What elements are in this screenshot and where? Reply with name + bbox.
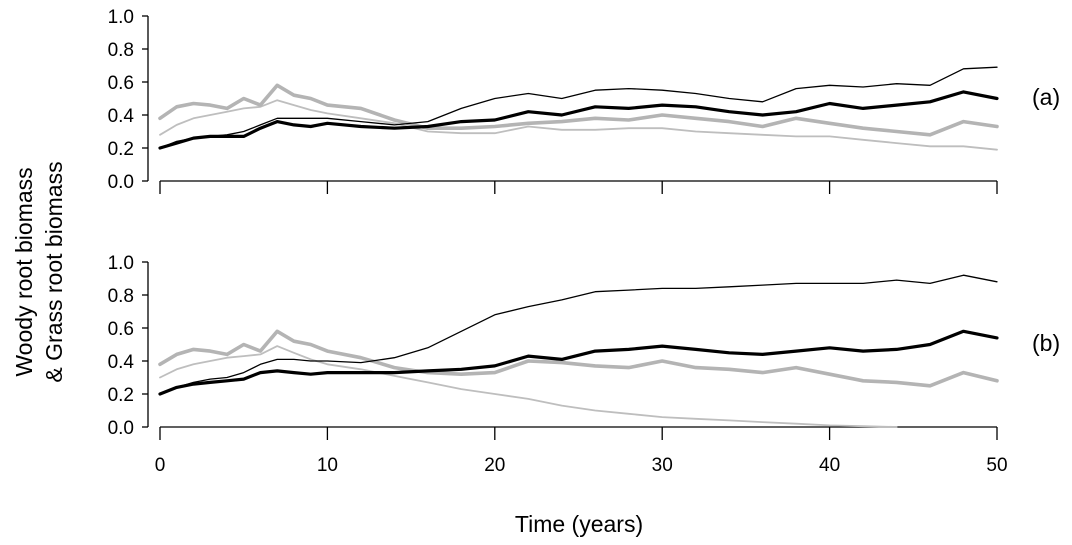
panel-b-series-thin-gray (159, 345, 898, 428)
panel-a-series-thick-gray (158, 83, 999, 137)
x-tick-labels: 0 10 20 30 40 50 (155, 455, 1008, 476)
panel-a-series-thin-gray (159, 99, 998, 151)
panel-b-y-tick-label: 0.4 (108, 352, 135, 373)
y-axis-title-line1: Woody root biomass (11, 167, 37, 376)
panel-b-series-thin-black (159, 274, 998, 395)
panel-b-y-tick-label: 0.2 (108, 385, 134, 406)
x-axis-title: Time (years) (515, 511, 643, 537)
panel-b-series-thick-black (158, 329, 999, 396)
x-tick-label: 20 (484, 455, 505, 476)
panel-b-y-axis: 0.0 0.2 0.4 0.6 0.8 1.0 (108, 253, 149, 439)
panel-b-series-thick-gray (158, 329, 999, 388)
x-tick-label: 50 (986, 455, 1007, 476)
panel-a-y-axis: 0.0 0.2 0.4 0.6 0.8 1.0 (108, 7, 149, 193)
x-tick-label: 0 (155, 455, 166, 476)
panel-b-label: (b) (1032, 330, 1060, 356)
panel-a-y-tick-label: 0.4 (108, 106, 135, 127)
panel-b-y-tick-label: 1.0 (108, 253, 134, 274)
panel-a-y-tick-label: 0.0 (108, 172, 134, 193)
x-tick-label: 30 (652, 455, 673, 476)
y-axis-title-line2: & Grass root biomass (41, 161, 67, 382)
panel-a-label: (a) (1032, 84, 1060, 110)
panel-b-y-tick-label: 0.6 (108, 319, 134, 340)
panel-a-y-tick-label: 0.6 (108, 73, 134, 94)
panel-a-y-tick-label: 0.2 (108, 139, 134, 160)
panel-a-series-thin-black (159, 66, 998, 149)
panel-b-series (158, 274, 999, 428)
panel-a-x-axis (159, 180, 998, 194)
panel-b: 0.0 0.2 0.4 0.6 0.8 1.0 (b) (108, 253, 1060, 440)
panel-a-series (158, 66, 999, 151)
panel-a-y-tick-label: 0.8 (108, 40, 134, 61)
panel-b-x-axis (159, 426, 998, 440)
panel-a: 0.0 0.2 0.4 0.6 0.8 1.0 (a) (108, 7, 1060, 194)
panel-a-y-tick-label: 1.0 (108, 7, 134, 28)
panel-b-y-tick-label: 0.0 (108, 418, 134, 439)
x-tick-label: 10 (317, 455, 338, 476)
panel-a-series-thick-black (158, 90, 999, 150)
panel-b-y-tick-label: 0.8 (108, 286, 134, 307)
x-tick-label: 40 (819, 455, 840, 476)
